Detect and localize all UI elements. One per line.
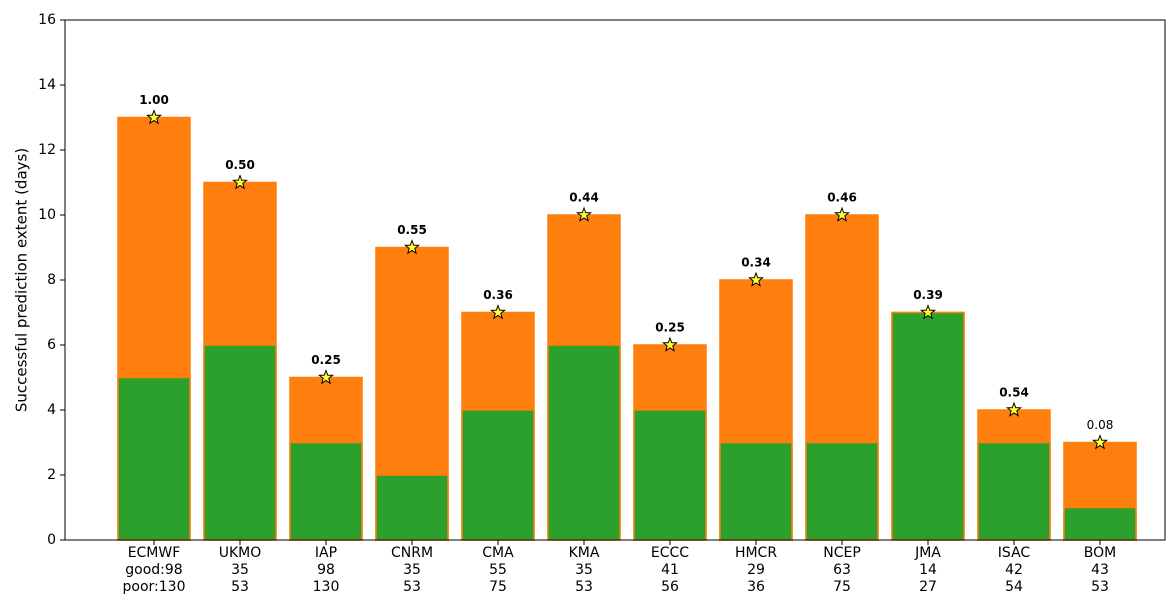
poor-count: 53 bbox=[1091, 579, 1109, 595]
x-tick-label: ISAC bbox=[998, 545, 1031, 561]
poor-count: 53 bbox=[575, 579, 593, 595]
good-count: 42 bbox=[1005, 562, 1023, 578]
score-label: 0.08 bbox=[1087, 418, 1114, 432]
poor-count: 75 bbox=[489, 579, 507, 595]
good-count: 35 bbox=[231, 562, 249, 578]
star-marker bbox=[747, 271, 765, 287]
y-tick-label: 2 bbox=[47, 467, 56, 483]
x-tick-label: JMA bbox=[914, 545, 941, 561]
bar bbox=[203, 344, 277, 541]
star-marker bbox=[919, 304, 937, 320]
star-marker bbox=[231, 174, 249, 190]
star-marker bbox=[145, 109, 163, 125]
score-label: 0.36 bbox=[483, 288, 513, 302]
x-tick-label: NCEP bbox=[823, 545, 861, 561]
good-count: 35 bbox=[403, 562, 421, 578]
good-count: 55 bbox=[489, 562, 507, 578]
star-marker bbox=[833, 206, 851, 222]
bar bbox=[633, 409, 707, 541]
y-tick-label: 16 bbox=[38, 12, 56, 28]
poor-count: 53 bbox=[231, 579, 249, 595]
star-marker bbox=[575, 206, 593, 222]
plot-frame bbox=[64, 19, 1166, 541]
x-tick-label: CMA bbox=[482, 545, 514, 561]
x-tick-label: KMA bbox=[569, 545, 600, 561]
star-marker bbox=[1005, 401, 1023, 417]
score-label: 0.39 bbox=[913, 288, 943, 302]
x-tick-label: IAP bbox=[315, 545, 337, 561]
score-label: 0.34 bbox=[741, 256, 771, 270]
star-marker bbox=[489, 304, 507, 320]
y-tick-label: 12 bbox=[38, 142, 56, 158]
bar bbox=[461, 409, 535, 541]
good-count: 29 bbox=[747, 562, 765, 578]
good-count: 35 bbox=[575, 562, 593, 578]
good-count: 43 bbox=[1091, 562, 1109, 578]
y-tick-label: 8 bbox=[47, 272, 56, 288]
score-label: 0.25 bbox=[311, 353, 341, 367]
y-tick-label: 4 bbox=[47, 402, 56, 418]
bar bbox=[891, 311, 965, 541]
x-tick-label: CNRM bbox=[391, 545, 433, 561]
poor-count: 54 bbox=[1005, 579, 1023, 595]
x-tick-label: ECCC bbox=[651, 545, 689, 561]
poor-count: 130 bbox=[313, 579, 340, 595]
y-tick-label: 10 bbox=[38, 207, 56, 223]
score-label: 1.00 bbox=[139, 93, 169, 107]
poor-count: 53 bbox=[403, 579, 421, 595]
bar bbox=[289, 441, 363, 541]
good-count: 98 bbox=[317, 562, 335, 578]
bar bbox=[1063, 506, 1137, 541]
star-marker bbox=[317, 369, 335, 385]
score-label: 0.44 bbox=[569, 191, 599, 205]
poor-count: 27 bbox=[919, 579, 937, 595]
star-marker bbox=[1091, 434, 1109, 450]
score-label: 0.55 bbox=[397, 223, 427, 237]
star-marker bbox=[403, 239, 421, 255]
score-label: 0.25 bbox=[655, 321, 685, 335]
x-tick-label: HMCR bbox=[735, 545, 777, 561]
good-count: good:98 bbox=[125, 562, 182, 578]
bar bbox=[375, 474, 449, 541]
y-axis-label: Successful prediction extent (days) bbox=[13, 148, 31, 412]
bar bbox=[117, 376, 191, 541]
poor-count: 56 bbox=[661, 579, 679, 595]
y-tick-label: 6 bbox=[47, 337, 56, 353]
good-count: 63 bbox=[833, 562, 851, 578]
bar bbox=[805, 441, 879, 541]
poor-count: 75 bbox=[833, 579, 851, 595]
bar bbox=[547, 344, 621, 541]
score-label: 0.50 bbox=[225, 158, 255, 172]
bar bbox=[977, 441, 1051, 541]
score-label: 0.54 bbox=[999, 386, 1029, 400]
x-tick-label: BOM bbox=[1084, 545, 1116, 561]
good-count: 41 bbox=[661, 562, 679, 578]
y-tick-label: 0 bbox=[47, 532, 56, 548]
x-tick-label: UKMO bbox=[219, 545, 262, 561]
poor-count: 36 bbox=[747, 579, 765, 595]
star-marker bbox=[661, 336, 679, 352]
bar bbox=[719, 441, 793, 541]
poor-count: poor:130 bbox=[123, 579, 186, 595]
good-count: 14 bbox=[919, 562, 937, 578]
y-tick-label: 14 bbox=[38, 77, 56, 93]
score-label: 0.46 bbox=[827, 191, 857, 205]
x-tick-label: ECMWF bbox=[128, 545, 181, 561]
